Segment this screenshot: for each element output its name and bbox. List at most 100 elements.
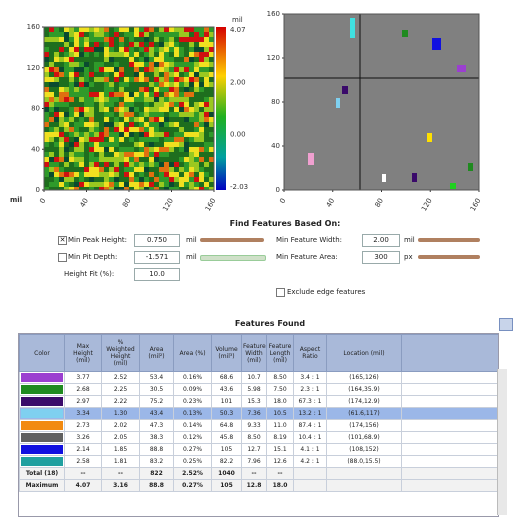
y-tick-label: 0	[276, 186, 280, 194]
feature-row[interactable]: 3.26 2.05 38.3 0.12% 45.8 8.50 8.19 10.4 : 1 (10…	[19, 431, 498, 444]
cell: --	[101, 467, 140, 480]
scrollbar[interactable]	[497, 369, 507, 515]
height-map-cell	[79, 152, 84, 157]
cell: 10.7	[241, 371, 267, 384]
slider[interactable]	[200, 255, 266, 261]
height-map-cell	[54, 47, 59, 52]
feature-row[interactable]: 3.77 2.52 53.4 0.16% 68.6 10.7 8.50 3.4 : 1 (165…	[19, 371, 498, 384]
column-header[interactable]: Max Height (mil)	[64, 334, 102, 372]
height-map-cell	[64, 62, 69, 67]
column-header[interactable]: Area (%)	[173, 334, 212, 372]
column-header[interactable]: Area (mil²)	[139, 334, 174, 372]
height-map-cell	[159, 42, 164, 47]
column-header[interactable]: Aspect Ratio	[293, 334, 327, 372]
checkbox[interactable]: ✕	[58, 236, 67, 245]
field-input[interactable]: 0.750	[134, 234, 180, 247]
height-map-cell	[94, 107, 99, 112]
height-map-cell	[169, 167, 174, 172]
height-map-cell	[209, 92, 214, 97]
column-header[interactable]: Volume (mil³)	[211, 334, 242, 372]
field-input[interactable]: 2.00	[362, 234, 400, 247]
height-map-cell	[64, 182, 69, 187]
height-map-cell	[199, 47, 204, 52]
feature-row[interactable]: 2.14 1.85 88.8 0.27% 105 12.7 15.1 4.1 : 1 (108,…	[19, 443, 498, 456]
height-map-cell	[139, 62, 144, 67]
column-header[interactable]: Feature Width (mil)	[241, 334, 267, 372]
height-map-cell	[149, 32, 154, 37]
height-map-cell	[189, 152, 194, 157]
height-map-cell	[154, 132, 159, 137]
cell: 2.73	[64, 419, 102, 432]
height-map-cell	[199, 122, 204, 127]
x-tick-label: 40	[79, 197, 90, 209]
height-map-cell	[164, 92, 169, 97]
feature-row[interactable]: 3.34 1.30 43.4 0.13% 50.3 7.36 10.5 13.2 : 1 (61…	[19, 407, 498, 420]
height-map-cell	[174, 172, 179, 177]
feature-row[interactable]: 2.68 2.25 30.5 0.09% 43.6 5.98 7.50 2.3 : 1 (164…	[19, 383, 498, 396]
feature-row[interactable]: 2.97 2.22 75.2 0.23% 101 15.3 18.0 67.3 : 1 (174…	[19, 395, 498, 408]
column-header[interactable]: Feature Length (mil)	[266, 334, 294, 372]
height-map-cell	[64, 152, 69, 157]
height-map-cell	[174, 67, 179, 72]
height-map-cell	[94, 147, 99, 152]
height-map-cell	[74, 62, 79, 67]
height-map-cell	[89, 132, 94, 137]
height-map-cell	[204, 157, 209, 162]
height-map-cell	[89, 37, 94, 42]
column-header[interactable]: Location (mil)	[326, 334, 402, 372]
height-map-cell	[154, 67, 159, 72]
height-map-cell	[174, 87, 179, 92]
height-map-cell	[44, 92, 49, 97]
height-map-cell	[204, 182, 209, 187]
height-map-cell	[54, 132, 59, 137]
feature-row[interactable]: 2.58 1.81 83.2 0.25% 82.2 7.96 12.6 4.2 : 1 (88.…	[19, 455, 498, 468]
height-map-cell	[204, 77, 209, 82]
height-map-cell	[189, 32, 194, 37]
height-map-cell	[169, 82, 174, 87]
height-map-cell	[59, 52, 64, 57]
height-map-cell	[144, 77, 149, 82]
height-map-cell	[84, 107, 89, 112]
height-map-cell	[54, 72, 59, 77]
height-map-cell	[149, 142, 154, 147]
height-map-cell	[154, 102, 159, 107]
height-map-cell	[119, 67, 124, 72]
height-map-cell	[174, 27, 179, 32]
slider[interactable]	[418, 238, 480, 242]
feature-row[interactable]: 2.73 2.02 47.3 0.14% 64.8 9.33 11.0 87.4 : 1 (17…	[19, 419, 498, 432]
height-map-cell	[89, 122, 94, 127]
height-map-cell	[64, 52, 69, 57]
summary-row: Total (18) -- -- 822 2.52% 1040 -- --	[19, 467, 498, 480]
height-map-cell	[189, 157, 194, 162]
height-map-cell	[114, 62, 119, 67]
cell: (101,68.9)	[326, 431, 402, 444]
height-map-cell	[104, 127, 109, 132]
slider[interactable]	[200, 238, 264, 242]
height-map-cell	[204, 162, 209, 167]
cell: 101	[211, 395, 242, 408]
checkbox[interactable]	[58, 253, 67, 262]
height-map-cell	[154, 147, 159, 152]
height-map-cell	[59, 87, 64, 92]
height-map-cell	[164, 172, 169, 177]
column-header[interactable]: Color	[19, 334, 65, 372]
height-map-cell	[164, 147, 169, 152]
height-map-cell	[149, 57, 154, 62]
height-map-cell	[64, 42, 69, 47]
field-input[interactable]: -1.571	[134, 251, 180, 264]
field-input[interactable]: 300	[362, 251, 400, 264]
height-map-cell	[194, 72, 199, 77]
height-map-cell	[149, 132, 154, 137]
height-map-cell	[199, 52, 204, 57]
height-map-cell	[194, 122, 199, 127]
height-map-cell	[134, 92, 139, 97]
height-map-cell	[49, 107, 54, 112]
cell: 2.25	[101, 383, 140, 396]
export-icon[interactable]	[499, 318, 513, 331]
slider[interactable]	[418, 255, 480, 259]
height-map-cell	[184, 92, 189, 97]
height-map-cell	[84, 142, 89, 147]
checkbox[interactable]	[276, 288, 285, 297]
field-input[interactable]: 10.0	[134, 268, 180, 281]
column-header[interactable]: % Weighted Height (mil)	[101, 334, 140, 372]
